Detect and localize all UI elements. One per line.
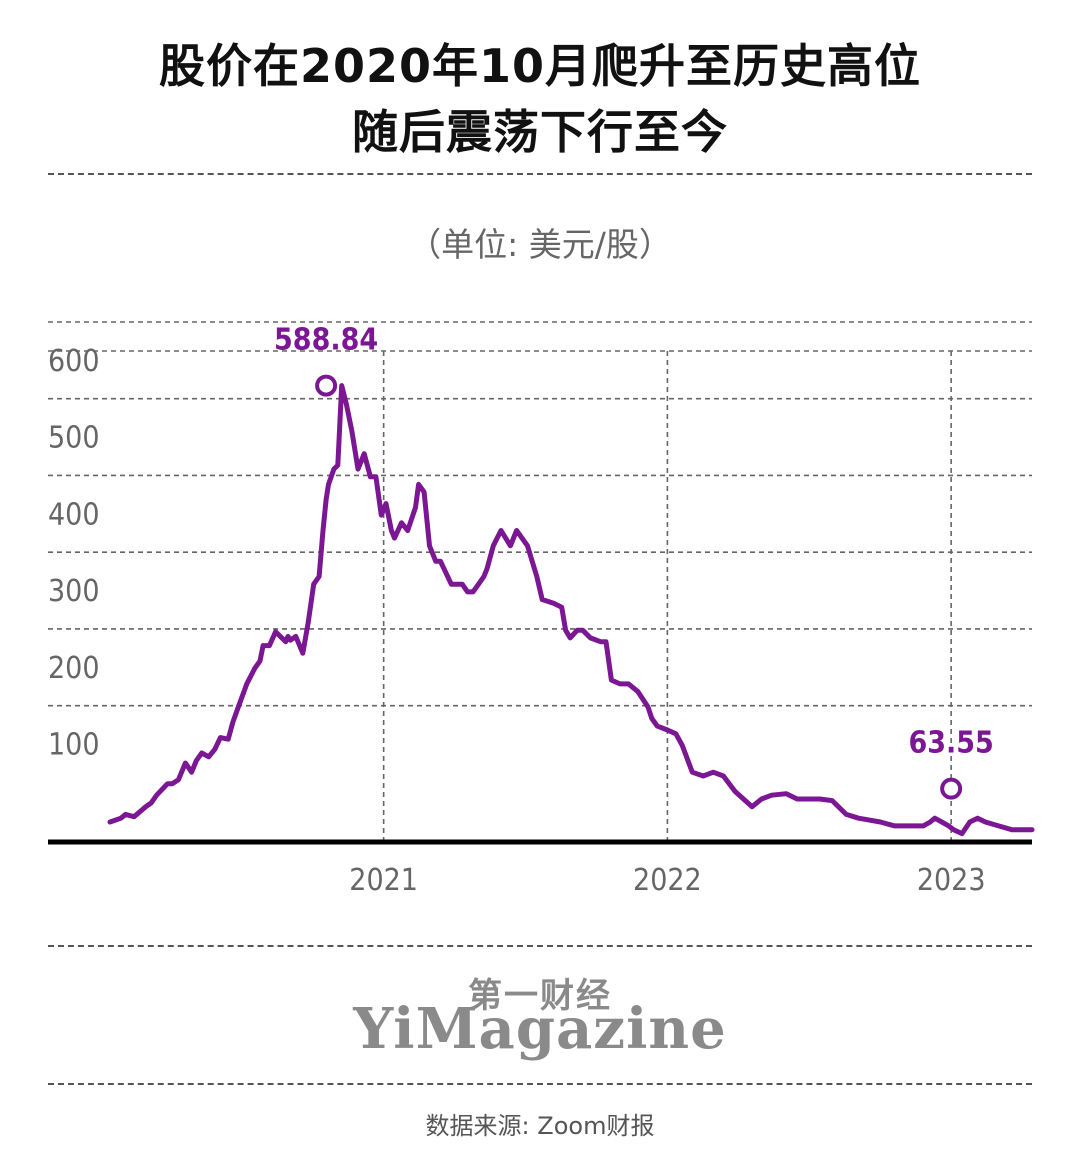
y-tick-label-200: 200	[48, 651, 100, 686]
annotation-marker-0	[315, 374, 338, 397]
y-tick-label-400: 400	[48, 497, 100, 532]
unit-label: （单位: 美元/股）	[408, 225, 672, 264]
annotation-label-0: 588.84	[274, 323, 378, 358]
x-tick-label-2022: 2022	[633, 863, 702, 898]
chart-title-line-2: 随后震荡下行至今	[352, 105, 728, 159]
divider-middle	[48, 945, 1032, 947]
brand-logo-chinese: 第一财经	[468, 976, 612, 1016]
y-tick-label-300: 300	[48, 574, 100, 609]
x-tick-label-2021: 2021	[349, 863, 418, 898]
data-source-note: 数据来源: Zoom财报	[425, 1112, 655, 1140]
divider-top	[48, 173, 1032, 175]
y-tick-label-100: 100	[48, 728, 100, 763]
x-tick-label-2023: 2023	[917, 863, 986, 898]
line-chart: 100 200 300 400 500 600 2021 2022 2023 588.84 63.5…	[48, 321, 1035, 898]
annotation-marker-1	[940, 777, 963, 800]
series-line-0	[107, 383, 1035, 837]
chart-title-line-1: 股价在2020年10月爬升至历史高位	[158, 39, 922, 93]
y-tick-label-600: 600	[48, 344, 100, 379]
annotation-label-1: 63.55	[908, 726, 993, 761]
y-tick-label-500: 500	[48, 421, 100, 456]
divider-bottom	[48, 1083, 1032, 1085]
brand-logo-english: YiMagazine	[353, 996, 727, 1062]
